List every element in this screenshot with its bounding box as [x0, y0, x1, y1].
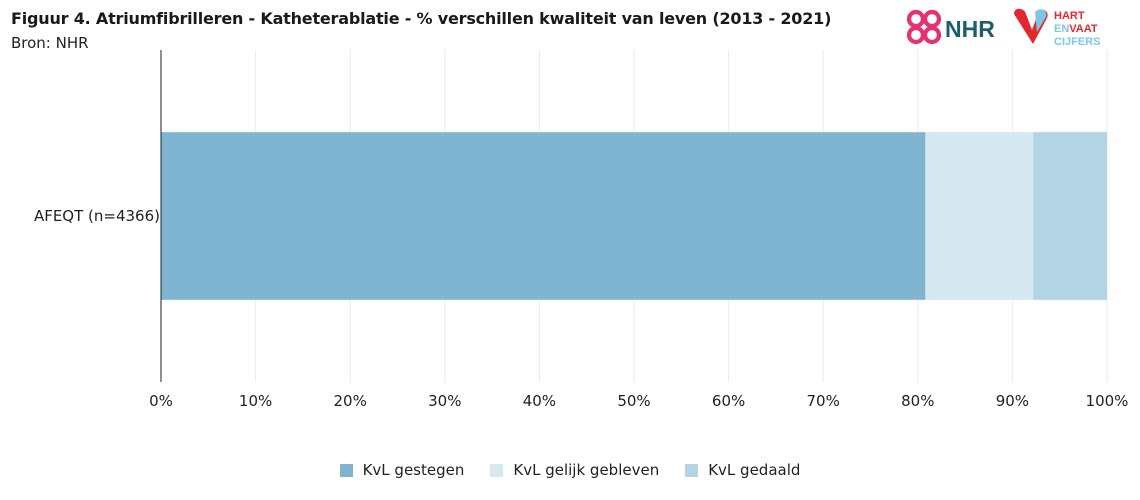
hart-en-vaat-cijfers-logo: HART ENVAAT CIJFERS [1014, 8, 1100, 48]
x-tick-label: 0% [149, 392, 173, 410]
logo-line-hart: HART [1054, 10, 1085, 22]
logo-line-vaat: VAAT [1069, 23, 1098, 35]
legend-label: KvL gedaald [708, 461, 801, 479]
chart-title: Figuur 4. Atriumfibrilleren - Katheterab… [11, 9, 832, 28]
y-axis-categories: AFEQT (n=4366) [34, 207, 160, 225]
x-tick-label: 40% [523, 392, 556, 410]
x-tick-label: 10% [239, 392, 272, 410]
y-category-label: AFEQT (n=4366) [34, 207, 160, 225]
nhr-logo-text: NHR [945, 16, 995, 42]
legend: KvL gestegen KvL gelijk gebleven KvL gedaa… [0, 461, 1140, 479]
x-tick-label: 90% [996, 392, 1029, 410]
x-tick-label: 50% [617, 392, 650, 410]
legend-swatch [339, 463, 353, 477]
bars [161, 132, 1107, 300]
legend-swatch [490, 463, 504, 477]
legend-item: KvL gestegen [339, 461, 465, 479]
legend-item: KvL gedaald [685, 461, 800, 479]
legend-label: KvL gelijk gebleven [513, 461, 660, 479]
x-tick-label: 20% [334, 392, 367, 410]
svg-text:ENVAAT: ENVAAT [1054, 23, 1098, 35]
bar-segment-kvl-gelijk-gebleven [925, 132, 1034, 300]
bar-segment-kvl-gedaald [1033, 132, 1107, 300]
x-axis-ticks: 0% 10% 20% 30% 40% 50% 60% 70% 80% 90% 100% [149, 392, 1128, 410]
legend-swatch [685, 463, 699, 477]
x-tick-label: 30% [428, 392, 461, 410]
x-tick-label: 70% [807, 392, 840, 410]
logo-line-cijfers: CIJFERS [1054, 36, 1100, 48]
x-tick-label: 60% [712, 392, 745, 410]
legend-label: KvL gestegen [362, 461, 465, 479]
legend-item: KvL gelijk gebleven [490, 461, 659, 479]
chart-source: Bron: NHR [11, 34, 89, 52]
nhr-heart-knot-icon [906, 9, 942, 45]
x-tick-label: 100% [1086, 392, 1129, 410]
x-tick-label: 80% [901, 392, 934, 410]
stacked-bar-chart: 0% 10% 20% 30% 40% 50% 60% 70% 80% 90% 100% AFEQT … [34, 50, 1128, 410]
nhr-logo: NHR [906, 9, 995, 45]
logo-line-en: EN [1054, 23, 1069, 35]
bar-segment-kvl-gestegen [161, 132, 926, 300]
